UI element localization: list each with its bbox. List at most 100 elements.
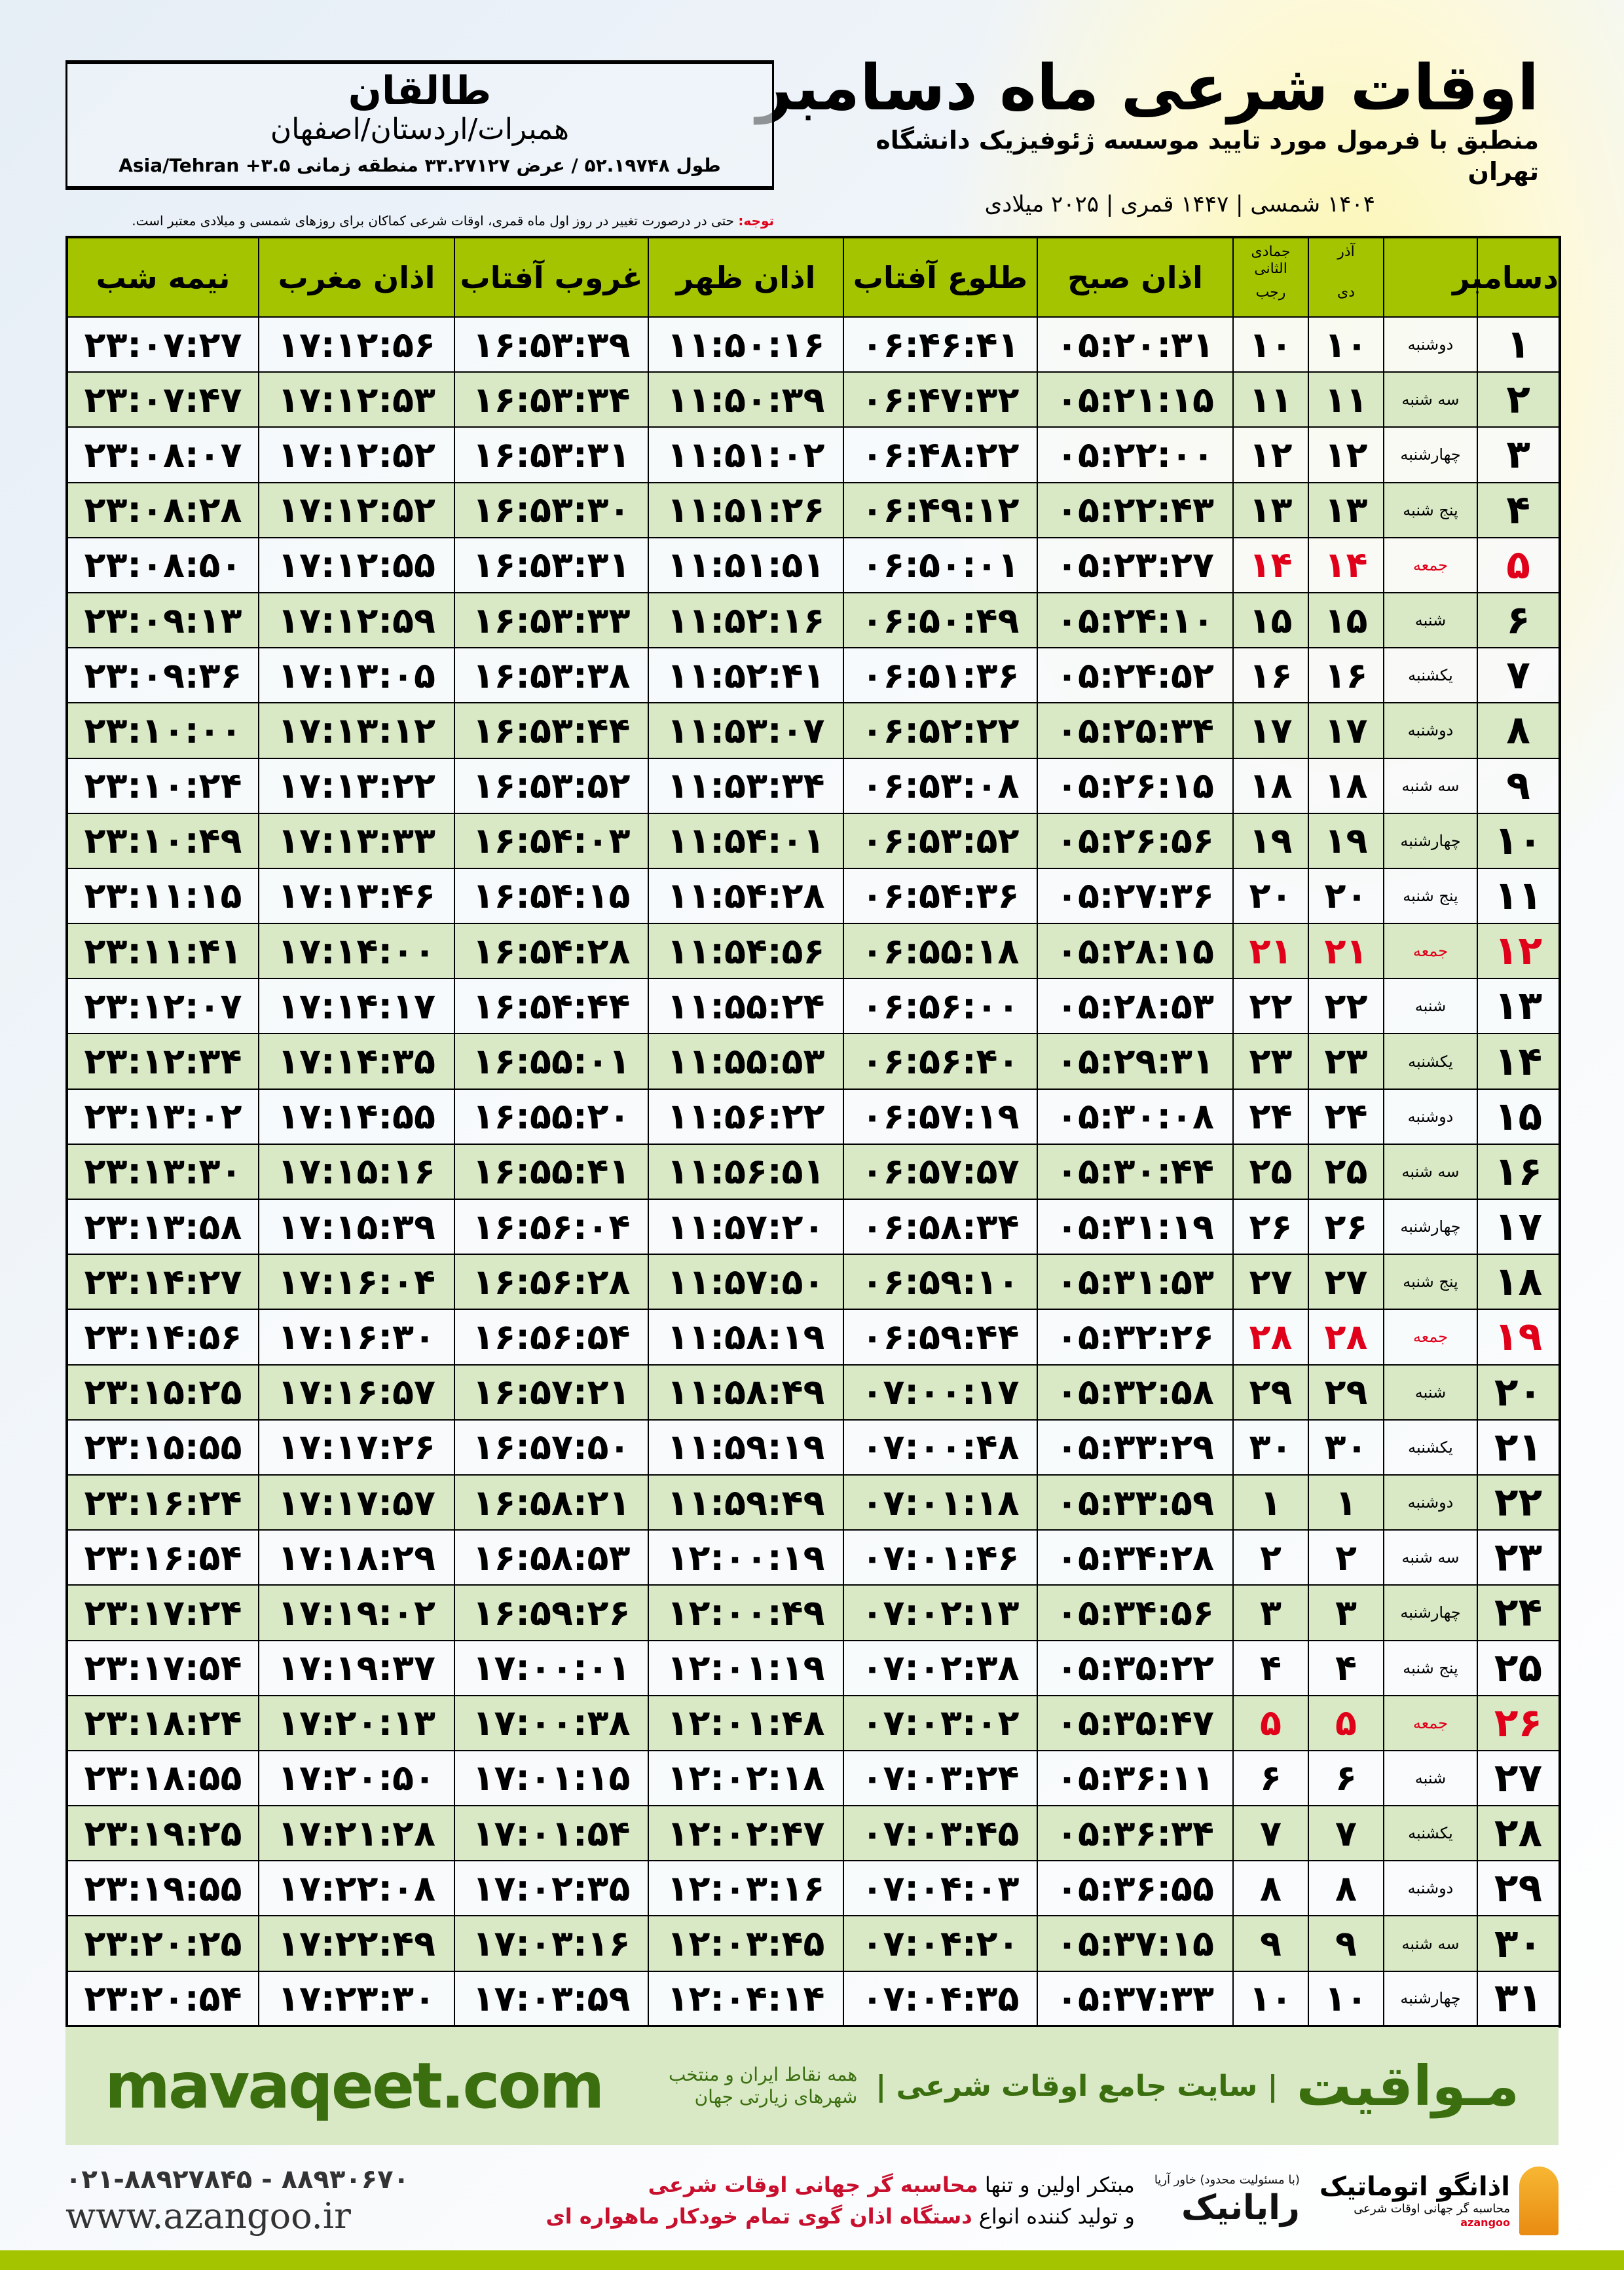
nimeh-time: ۲۳:۱۹:۵۵ xyxy=(66,1860,259,1917)
nimeh-time: ۲۳:۱۰:۴۹ xyxy=(66,812,259,869)
dey-day: ۱۵ xyxy=(1308,591,1384,649)
zohr-time: ۱۲:۰۳:۱۶ xyxy=(648,1860,844,1917)
ghoroob-time: ۱۶:۵۹:۲۶ xyxy=(454,1584,649,1641)
sobh-time: ۰۵:۳۳:۵۹ xyxy=(1037,1474,1234,1531)
maghreb-time: ۱۷:۱۳:۴۶ xyxy=(258,867,455,925)
weekday: سه شنبه xyxy=(1383,371,1478,428)
weekday: دوشنبه xyxy=(1383,1088,1478,1145)
page-title: اوقات شرعی ماه دسامبر xyxy=(756,51,1539,124)
rajab-day: ۴ xyxy=(1232,1639,1309,1696)
nimeh-time: ۲۳:۱۴:۲۷ xyxy=(66,1254,259,1311)
zohr-time: ۱۲:۰۲:۱۸ xyxy=(648,1749,844,1807)
sobh-time: ۰۵:۳۲:۵۸ xyxy=(1037,1364,1234,1421)
dey-day: ۲۲ xyxy=(1308,978,1384,1035)
zohr-time: ۱۱:۵۹:۱۹ xyxy=(648,1419,844,1476)
day-number: ۱۰ xyxy=(1477,812,1560,869)
rajab-day: ۲۳ xyxy=(1232,1033,1309,1090)
nimeh-time: ۲۳:۱۴:۵۶ xyxy=(66,1309,259,1366)
rajab-day: ۹ xyxy=(1232,1915,1309,1972)
maghreb-time: ۱۷:۱۸:۲۹ xyxy=(258,1529,455,1586)
table-row: ۲۷ شنبه ۶ ۶ ۰۵:۳۶:۱۱ ۰۷:۰۳:۲۴ ۱۲:۰۲:۱۸ ۱۷:۰۱:۱۵… xyxy=(66,1749,1560,1807)
table-row: ۱۸ پنج شنبه ۲۷ ۲۷ ۰۵:۳۱:۵۳ ۰۶:۵۹:۱۰ ۱۱:۵۷:۵۰ ۱۶… xyxy=(66,1254,1560,1311)
zohr-time: ۱۱:۵۵:۲۴ xyxy=(648,978,844,1035)
rajab-day: ۱۱ xyxy=(1232,371,1309,428)
ghoroob-time: ۱۷:۰۲:۳۵ xyxy=(454,1860,649,1917)
header-tolou: طلوع آفتاب xyxy=(843,237,1037,317)
ad-line-2: و تولید کننده انواع دستگاه اذان گوی تمام… xyxy=(429,2203,1135,2230)
zohr-time: ۱۱:۵۱:۲۶ xyxy=(648,481,844,538)
ghoroob-time: ۱۶:۵۳:۳۱ xyxy=(454,426,649,483)
tagline: | سایت جامع اوقات شرعی | xyxy=(876,2069,1278,2103)
maghreb-time: ۱۷:۲۲:۰۸ xyxy=(258,1860,455,1917)
azangoo-url[interactable]: www.azangoo.ir xyxy=(65,2195,351,2237)
zohr-time: ۱۲:۰۲:۴۷ xyxy=(648,1805,844,1862)
ad-line-1: مبتکر اولین و تنها محاسبه گر جهانی اوقات… xyxy=(429,2171,1135,2199)
prayer-times-table: دسامبر آذر دی جمادی الثانی رجب اذان صبح طل… xyxy=(65,236,1561,2028)
dey-day: ۱۶ xyxy=(1308,647,1384,704)
tolou-time: ۰۷:۰۳:۰۲ xyxy=(843,1694,1038,1751)
table-row: ۸ دوشنبه ۱۷ ۱۷ ۰۵:۲۵:۳۴ ۰۶:۵۲:۲۲ ۱۱:۵۳:۰۷ ۱۶:۵۳… xyxy=(66,702,1560,759)
tolou-time: ۰۷:۰۱:۴۶ xyxy=(843,1529,1038,1586)
day-number: ۸ xyxy=(1477,702,1560,759)
dey-day: ۲۸ xyxy=(1308,1309,1384,1366)
zohr-time: ۱۲:۰۱:۴۸ xyxy=(648,1694,844,1751)
tolou-time: ۰۶:۵۷:۱۹ xyxy=(843,1088,1038,1145)
ad-line-2-a: و تولید کننده انواع xyxy=(972,2204,1135,2229)
dey-day: ۲۱ xyxy=(1308,923,1384,980)
weekday: جمعه xyxy=(1383,1694,1478,1751)
ghoroob-time: ۱۶:۵۵:۴۱ xyxy=(454,1143,649,1200)
table-row: ۲۶ جمعه ۵ ۵ ۰۵:۳۵:۴۷ ۰۷:۰۳:۰۲ ۱۲:۰۱:۴۸ ۱۷:۰۰:۳۸… xyxy=(66,1694,1560,1751)
nimeh-time: ۲۳:۱۱:۱۵ xyxy=(66,867,259,925)
day-number: ۱۴ xyxy=(1477,1033,1560,1090)
year-line: ۱۴۰۴ شمسی | ۱۴۴۷ قمری | ۲۰۲۵ میلادی xyxy=(984,191,1375,217)
zohr-time: ۱۱:۵۲:۱۶ xyxy=(648,591,844,649)
maghreb-time: ۱۷:۱۴:۵۵ xyxy=(258,1088,455,1145)
table-row: ۱۹ جمعه ۲۸ ۲۸ ۰۵:۳۲:۲۶ ۰۶:۵۹:۴۴ ۱۱:۵۸:۱۹ ۱۶:۵۶:… xyxy=(66,1309,1560,1366)
ghoroob-time: ۱۶:۵۶:۰۴ xyxy=(454,1198,649,1256)
rajab-day: ۱۷ xyxy=(1232,702,1309,759)
rajab-day: ۲۶ xyxy=(1232,1198,1309,1256)
rayanik-small: (با مسئولیت محدود) خاور آریا xyxy=(1154,2173,1300,2187)
weekday: شنبه xyxy=(1383,978,1478,1035)
zohr-time: ۱۱:۵۱:۵۱ xyxy=(648,536,844,593)
sobh-time: ۰۵:۲۴:۱۰ xyxy=(1037,591,1234,649)
zohr-time: ۱۱:۵۵:۵۳ xyxy=(648,1033,844,1090)
header-weekday xyxy=(1383,237,1477,317)
rajab-day: ۵ xyxy=(1232,1694,1309,1751)
tolou-time: ۰۶:۵۹:۱۰ xyxy=(843,1254,1038,1311)
site-url[interactable]: mavaqeet.com xyxy=(105,2049,604,2123)
maghreb-time: ۱۷:۱۲:۵۲ xyxy=(258,481,455,538)
sobh-time: ۰۵:۳۶:۵۵ xyxy=(1037,1860,1234,1917)
maghreb-time: ۱۷:۱۲:۵۵ xyxy=(258,536,455,593)
zohr-time: ۱۲:۰۰:۱۹ xyxy=(648,1529,844,1586)
rajab-day: ۱۰ xyxy=(1232,316,1309,373)
rajab-day: ۲۱ xyxy=(1232,923,1309,980)
nimeh-time: ۲۳:۱۷:۲۴ xyxy=(66,1584,259,1641)
zohr-time: ۱۲:۰۴:۱۴ xyxy=(648,1970,844,2027)
tolou-time: ۰۷:۰۳:۴۵ xyxy=(843,1805,1038,1862)
ghoroob-time: ۱۷:۰۱:۵۴ xyxy=(454,1805,649,1862)
zohr-time: ۱۲:۰۱:۱۹ xyxy=(648,1639,844,1696)
weekday: دوشنبه xyxy=(1383,1860,1478,1917)
maghreb-time: ۱۷:۱۶:۵۷ xyxy=(258,1364,455,1421)
maghreb-time: ۱۷:۱۴:۳۵ xyxy=(258,1033,455,1090)
ghoroob-time: ۱۶:۵۷:۵۰ xyxy=(454,1419,649,1476)
header-azar-label: آذر xyxy=(1337,244,1355,260)
maghreb-time: ۱۷:۱۴:۱۷ xyxy=(258,978,455,1035)
tolou-time: ۰۷:۰۴:۰۳ xyxy=(843,1860,1038,1917)
header: اوقات شرعی ماه دسامبر منطبق با فرمول مور… xyxy=(756,51,1539,219)
dey-day: ۲۹ xyxy=(1308,1364,1384,1421)
zohr-time: ۱۱:۵۶:۲۲ xyxy=(648,1088,844,1145)
sobh-time: ۰۵:۳۷:۱۵ xyxy=(1037,1915,1234,1972)
day-number: ۲۴ xyxy=(1477,1584,1560,1641)
weekday: دوشنبه xyxy=(1383,316,1478,373)
day-number: ۷ xyxy=(1477,647,1560,704)
phone-numbers: ۰۲۱-۸۸۹۲۷۸۴۵ - ۸۸۹۳۰۶۷۰ xyxy=(65,2165,409,2195)
note: توجه: حتی در درصورت تغییر در روز اول ماه… xyxy=(65,212,774,229)
sobh-time: ۰۵:۳۵:۲۲ xyxy=(1037,1639,1234,1696)
ghoroob-time: ۱۷:۰۰:۳۸ xyxy=(454,1694,649,1751)
tolou-time: ۰۶:۵۱:۳۶ xyxy=(843,647,1038,704)
sobh-time: ۰۵:۲۶:۵۶ xyxy=(1037,812,1234,869)
weekday: سه شنبه xyxy=(1383,1143,1478,1200)
zohr-time: ۱۱:۵۱:۰۲ xyxy=(648,426,844,483)
